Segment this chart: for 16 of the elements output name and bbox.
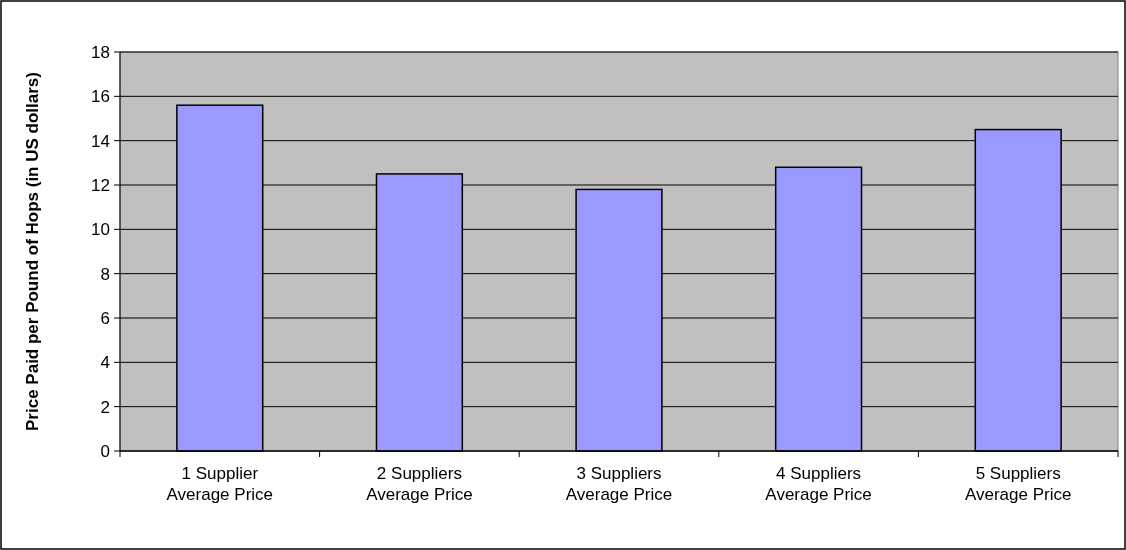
y-tick-label: 8 xyxy=(100,264,110,284)
x-tick-label: 5 Suppliers Average Price xyxy=(964,464,1072,504)
y-tick-label: 18 xyxy=(91,42,110,62)
y-tick-label: 16 xyxy=(91,87,110,107)
x-tick-label: 2 Suppliers Average Price xyxy=(366,464,473,504)
x-tick-label: 1 Supplier Average Price xyxy=(166,464,274,504)
y-axis-title: Price Paid per Pound of Hops (in US dollars) xyxy=(22,72,42,431)
x-tick-label: 4 Suppliers Average Price xyxy=(765,464,872,504)
y-tick-label: 2 xyxy=(100,397,110,417)
y-tick-label: 14 xyxy=(91,131,110,151)
y-tick-label: 0 xyxy=(100,441,110,461)
x-tick-label: 3 Suppliers Average Price xyxy=(565,464,673,504)
y-tick-label: 10 xyxy=(91,220,110,240)
y-tick-label: 6 xyxy=(100,308,110,328)
y-tick-label: 4 xyxy=(100,353,110,373)
y-tick-label: 12 xyxy=(91,175,110,195)
